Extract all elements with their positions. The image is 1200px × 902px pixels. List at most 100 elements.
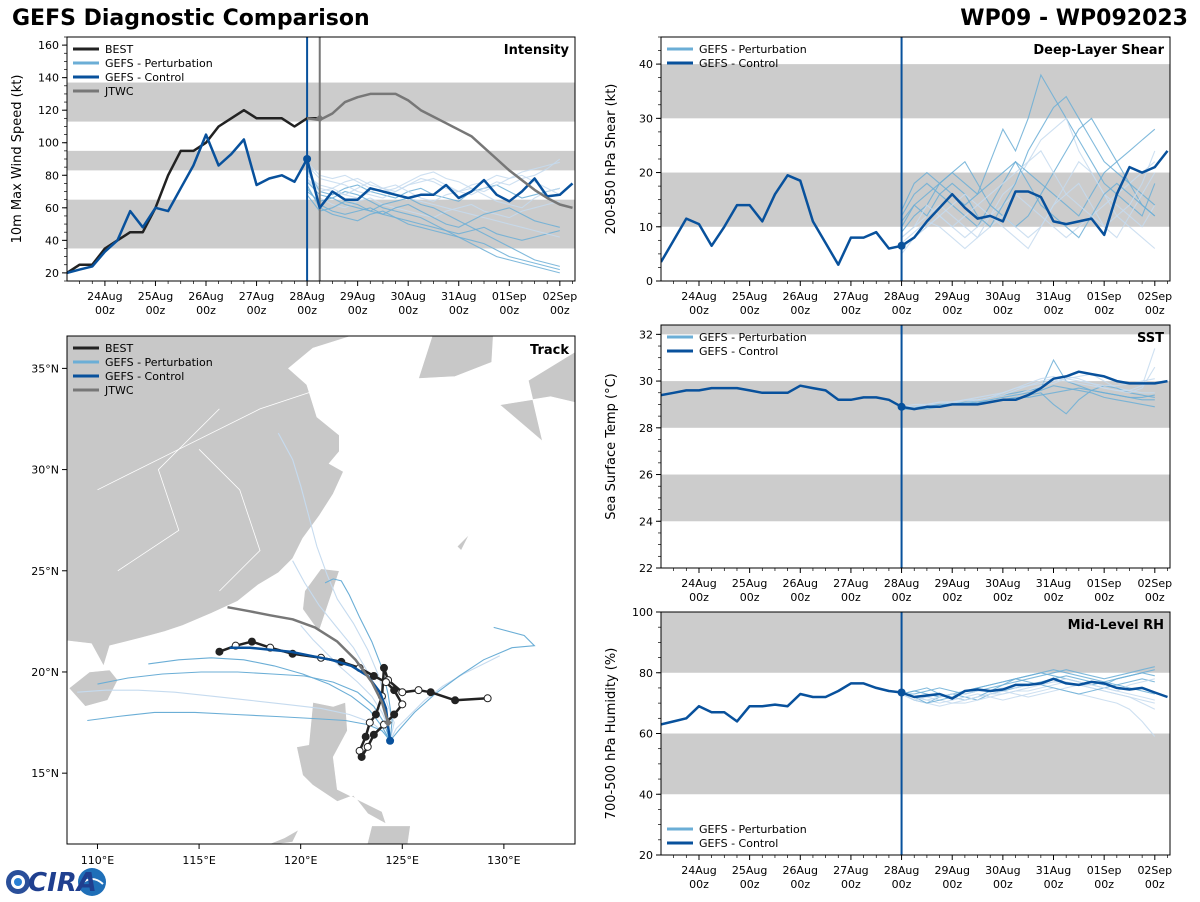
x-tick-label: 29Aug — [340, 290, 375, 303]
best-track-point — [390, 710, 399, 719]
y-axis-label: 200-850 hPa Shear (kt) — [604, 84, 619, 235]
threshold-band — [661, 612, 1170, 673]
x-tick-label: 00z — [297, 304, 317, 317]
x-tick-label: 02Sep — [1137, 864, 1172, 877]
x-tick-label: 01Sep — [1087, 864, 1122, 877]
threshold-band — [661, 474, 1170, 522]
x-tick-label: 00z — [348, 304, 368, 317]
best-track-point — [426, 688, 435, 697]
legend-label: GEFS - Perturbation — [699, 331, 807, 344]
perturbation-line — [901, 128, 1156, 228]
perturbation-track — [324, 578, 393, 741]
y-tick-label: 160 — [38, 39, 59, 52]
x-tick-label: 02Sep — [1137, 290, 1172, 303]
jtwc-line — [306, 92, 573, 210]
y-tick-label: 0 — [646, 275, 653, 288]
x-tick-label: 00z — [892, 591, 912, 604]
x-tick-label: 00z — [942, 304, 962, 317]
x-tick-label: 01Sep — [492, 290, 527, 303]
lon-tick-label: 125°E — [386, 854, 419, 867]
panel-rh: 2040608010024Aug00z25Aug00z26Aug00z27Aug… — [604, 606, 1172, 891]
x-tick-label: 02Sep — [1137, 577, 1172, 590]
best-track-point — [382, 678, 391, 687]
x-tick-label: 00z — [1145, 878, 1165, 891]
perturbation-line — [306, 187, 560, 241]
x-tick-label: 00z — [689, 591, 709, 604]
jtwc-track — [227, 605, 390, 723]
panel-title: Intensity — [504, 43, 570, 58]
province-border — [198, 449, 261, 592]
legend-label: GEFS - Control — [699, 837, 778, 850]
best-track-point — [215, 647, 224, 656]
perturbation-track — [97, 671, 391, 741]
x-tick-label: 31Aug — [1036, 864, 1071, 877]
best-track-point — [398, 700, 407, 709]
legend-label: GEFS - Perturbation — [699, 43, 807, 56]
x-tick-label: 00z — [1094, 591, 1114, 604]
y-tick-label: 60 — [45, 202, 59, 215]
perturbation-line — [901, 684, 1155, 707]
x-tick-label: 00z — [740, 591, 760, 604]
control-init-point — [303, 155, 312, 163]
x-tick-label: 26Aug — [783, 290, 818, 303]
perturbation-line — [901, 95, 1156, 228]
y-tick-label: 22 — [639, 562, 653, 575]
y-tick-label: 140 — [38, 72, 59, 85]
panel-title: SST — [1137, 331, 1164, 346]
y-tick-label: 40 — [45, 234, 59, 247]
x-tick-label: 00z — [993, 878, 1013, 891]
panel-intensity: 2040608010012014016024Aug00z25Aug00z26Au… — [10, 36, 577, 317]
legend-label: GEFS - Control — [105, 71, 184, 84]
perturbation-line — [901, 150, 1156, 239]
lat-tick-label: 35°N — [31, 362, 59, 375]
y-tick-label: 32 — [639, 328, 653, 341]
storm-id-title: WP09 - WP092023 — [960, 6, 1188, 31]
legend-label: GEFS - Control — [699, 57, 778, 70]
x-tick-label: 26Aug — [783, 864, 818, 877]
panel-shear: 01020304024Aug00z25Aug00z26Aug00z27Aug00… — [604, 36, 1172, 317]
best-track-point — [361, 732, 370, 741]
control-init-point — [897, 241, 906, 250]
plot-area-sst — [661, 325, 1170, 568]
x-tick-label: 00z — [892, 878, 912, 891]
y-tick-label: 40 — [639, 788, 653, 801]
threshold-band — [661, 733, 1170, 795]
best-track-point — [390, 686, 399, 695]
x-tick-label: 00z — [196, 304, 216, 317]
lon-tick-label: 120°E — [284, 854, 317, 867]
province-border — [97, 388, 322, 491]
best-track-point — [451, 696, 460, 705]
x-tick-label: 24Aug — [681, 577, 716, 590]
legend-label: GEFS - Control — [699, 345, 778, 358]
perturbation-line — [306, 184, 560, 271]
perturbation-line — [901, 117, 1156, 233]
perturbation-line — [306, 178, 560, 209]
x-tick-label: 00z — [740, 878, 760, 891]
x-tick-label: 00z — [550, 304, 570, 317]
x-tick-label: 00z — [993, 304, 1013, 317]
best-track-point — [371, 710, 380, 719]
x-tick-label: 31Aug — [1036, 290, 1071, 303]
palawan-island — [268, 829, 300, 844]
x-tick-label: 00z — [449, 304, 469, 317]
y-tick-label: 100 — [632, 606, 653, 619]
legend-label: BEST — [105, 43, 133, 56]
x-tick-label: 00z — [689, 878, 709, 891]
x-tick-label: 28Aug — [884, 290, 919, 303]
x-tick-label: 25Aug — [138, 290, 173, 303]
x-tick-label: 00z — [942, 591, 962, 604]
perturbation-line — [306, 161, 560, 193]
lon-tick-label: 130°E — [487, 854, 520, 867]
x-tick-label: 25Aug — [732, 577, 767, 590]
threshold-band — [661, 172, 1170, 227]
perturbation-line — [901, 385, 1155, 410]
best-track-point — [414, 686, 423, 695]
x-tick-label: 25Aug — [732, 864, 767, 877]
x-tick-label: 00z — [1094, 304, 1114, 317]
panel-sst: 22242628303224Aug00z25Aug00z26Aug00z27Au… — [604, 324, 1172, 604]
plot-frame — [660, 324, 1171, 569]
x-tick-label: 01Sep — [1087, 290, 1122, 303]
perturbation-line — [901, 669, 1155, 704]
jtwc-start-point — [384, 718, 393, 727]
